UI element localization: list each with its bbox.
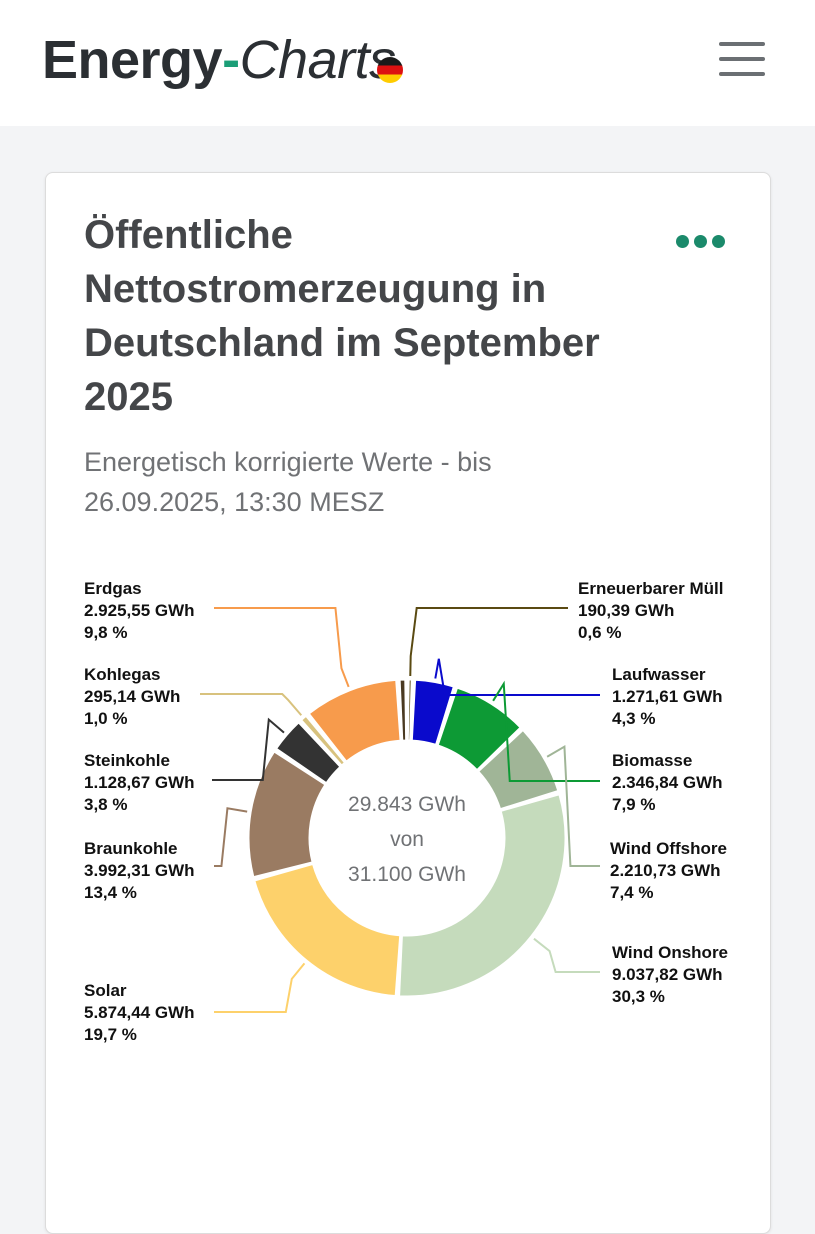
slice-percent-label: 30,3 %: [612, 987, 665, 1006]
slice-value-label: 5.874,44 GWh: [84, 1003, 195, 1022]
slice-percent-label: 13,4 %: [84, 883, 137, 902]
center-total-text: von: [390, 828, 424, 851]
slice-name-label: Braunkohle: [84, 839, 178, 858]
slice-percent-label: 19,7 %: [84, 1025, 137, 1044]
slice-name-label: Steinkohle: [84, 751, 170, 770]
slice-laufwasser[interactable]: [411, 679, 454, 745]
leader-line-laufwasser: [434, 658, 600, 696]
slice-percent-label: 4,3 %: [612, 709, 655, 728]
slice-value-label: 2.210,73 GWh: [610, 861, 721, 880]
slice-name-label: Laufwasser: [612, 665, 706, 684]
donut-chart: Erneuerbarer Müll 190,39 GWh 0,6 % Laufwass…: [84, 579, 728, 1044]
slice-name-label: Biomasse: [612, 751, 692, 770]
leader-line-wind-offshore: [546, 744, 600, 867]
slice-percent-label: 1,0 %: [84, 709, 127, 728]
leader-line-erneuerbarer-müll: [409, 607, 568, 677]
slice-value-label: 3.992,31 GWh: [84, 861, 195, 880]
slice-percent-label: 7,9 %: [612, 795, 655, 814]
slice-name-label: Wind Offshore: [610, 839, 727, 858]
leader-line-steinkohle: [212, 717, 285, 781]
hamburger-menu-icon[interactable]: [719, 42, 765, 78]
leader-line-biomasse: [492, 680, 600, 782]
slice-percent-label: 7,4 %: [610, 883, 653, 902]
subtitle-line-1: Energetisch korrigierte Werte - bis: [84, 447, 492, 477]
slice-solar[interactable]: [254, 864, 401, 997]
slice-value-label: 1.128,67 GWh: [84, 773, 195, 792]
slice-percent-label: 9,8 %: [84, 623, 127, 642]
slice-kohlegas[interactable]: [301, 716, 345, 766]
subtitle-line-2: 26.09.2025, 13:30 MESZ: [84, 487, 385, 517]
leader-line-braunkohle: [214, 807, 248, 867]
slice-braunkohle[interactable]: [248, 751, 326, 878]
slice-erneuerbarer-müll[interactable]: [407, 679, 412, 741]
slice-value-label: 190,39 GWh: [578, 601, 674, 620]
slice-steinkohle[interactable]: [276, 722, 341, 783]
slice-erdgas[interactable]: [308, 679, 401, 762]
app-header: Energy-Charts: [0, 0, 815, 126]
leader-line-kohlegas: [200, 693, 303, 716]
slice-wind-offshore[interactable]: [478, 730, 559, 810]
center-total-text: 29.843 GWh: [348, 793, 466, 816]
slice-name-label: Wind Onshore: [612, 943, 728, 962]
more-dots-icon[interactable]: [674, 230, 726, 252]
chart-subtitle: Energetisch korrigierte Werte - bis 26.0…: [84, 442, 684, 522]
slice-name-label: Kohlegas: [84, 665, 161, 684]
logo-text-charts: Charts: [239, 30, 397, 90]
slice-name-label: Erneuerbarer Müll: [578, 579, 724, 598]
slice-value-label: 295,14 GWh: [84, 687, 180, 706]
germany-flag-icon: [377, 57, 403, 83]
slice-biomasse[interactable]: [437, 687, 521, 770]
leader-line-erdgas: [214, 607, 350, 688]
logo-text-energy: Energy: [42, 30, 223, 90]
slice-name-label: Solar: [84, 981, 127, 1000]
logo-dash: -: [222, 30, 240, 90]
slice-öl[interactable]: [399, 679, 407, 741]
chart-title: Öffentliche Nettostromerzeugung in Deuts…: [84, 213, 600, 419]
slice-value-label: 1.271,61 GWh: [612, 687, 723, 706]
leader-line-wind-onshore: [533, 937, 600, 973]
slice-value-label: 2.346,84 GWh: [612, 773, 723, 792]
slice-name-label: Erdgas: [84, 579, 142, 598]
slice-percent-label: 0,6 %: [578, 623, 621, 642]
slice-value-label: 9.037,82 GWh: [612, 965, 723, 984]
slice-percent-label: 3,8 %: [84, 795, 127, 814]
leader-line-solar: [214, 962, 306, 1013]
chart-card: [45, 172, 771, 1234]
energy-charts-logo[interactable]: Energy-Charts: [42, 28, 396, 92]
center-total-text: 31.100 GWh: [348, 863, 466, 886]
slice-value-label: 2.925,55 GWh: [84, 601, 195, 620]
slice-wind-onshore[interactable]: [399, 794, 566, 997]
